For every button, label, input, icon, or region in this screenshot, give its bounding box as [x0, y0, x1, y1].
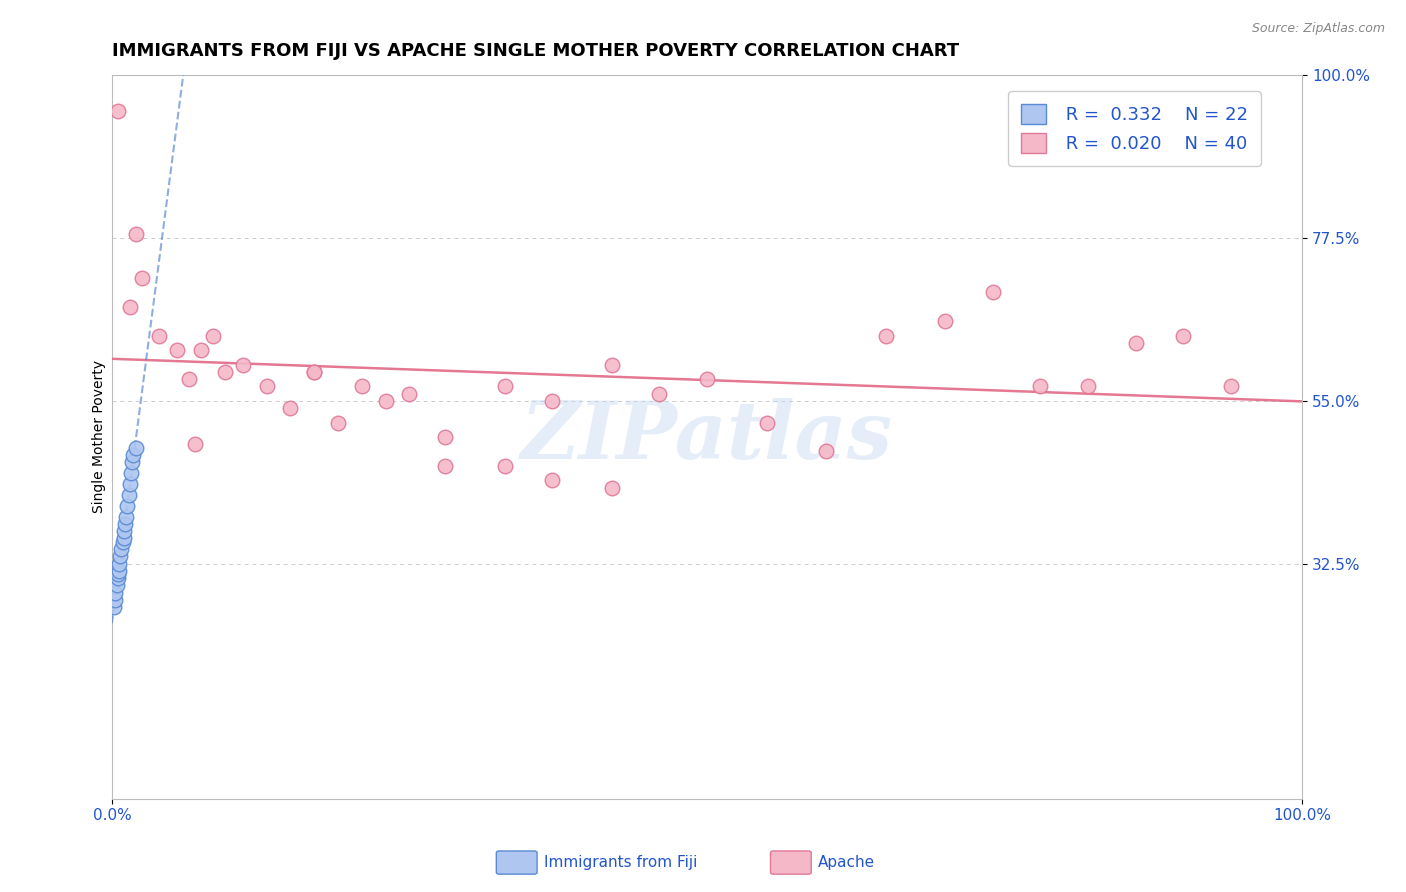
Text: Apache: Apache — [818, 855, 876, 870]
Point — [256, 379, 278, 393]
Point — [121, 455, 143, 469]
Legend:  R =  0.332    N = 22,  R =  0.020    N = 40: R = 0.332 N = 22, R = 0.020 N = 40 — [1008, 92, 1261, 166]
Point — [103, 600, 125, 615]
Point — [815, 444, 838, 458]
Point — [118, 300, 141, 314]
Point — [184, 437, 207, 451]
Point — [110, 542, 132, 557]
Point — [981, 285, 1004, 300]
Text: IMMIGRANTS FROM FIJI VS APACHE SINGLE MOTHER POVERTY CORRELATION CHART: IMMIGRANTS FROM FIJI VS APACHE SINGLE MO… — [112, 42, 959, 60]
Point — [434, 458, 457, 473]
Point — [600, 481, 623, 495]
Point — [107, 571, 129, 585]
Point — [104, 585, 127, 599]
Point — [326, 416, 349, 430]
Y-axis label: Single Mother Poverty: Single Mother Poverty — [93, 360, 107, 514]
Point — [190, 343, 212, 358]
Text: Source: ZipAtlas.com: Source: ZipAtlas.com — [1251, 22, 1385, 36]
Point — [934, 314, 956, 328]
Point — [115, 509, 138, 524]
Point — [232, 358, 254, 372]
Point — [1125, 335, 1147, 350]
Point — [122, 448, 145, 462]
Point — [117, 499, 139, 513]
Point — [1029, 379, 1052, 393]
Point — [494, 379, 516, 393]
Point — [108, 564, 131, 578]
Point — [125, 441, 148, 455]
Point — [108, 557, 131, 571]
Point — [131, 270, 153, 285]
Point — [302, 365, 325, 379]
Point — [110, 549, 132, 564]
Point — [125, 227, 148, 242]
Point — [118, 477, 141, 491]
Point — [696, 372, 718, 386]
Point — [120, 466, 142, 480]
Point — [755, 416, 778, 430]
Point — [104, 592, 127, 607]
Point — [434, 430, 457, 444]
Point — [541, 393, 564, 408]
Point — [374, 393, 396, 408]
Point — [280, 401, 302, 415]
Point — [114, 516, 136, 531]
Point — [202, 328, 225, 343]
Point — [398, 386, 420, 401]
Point — [494, 458, 516, 473]
Point — [112, 531, 135, 545]
Text: Immigrants from Fiji: Immigrants from Fiji — [544, 855, 697, 870]
Point — [179, 372, 201, 386]
Point — [1219, 379, 1241, 393]
Point — [302, 365, 325, 379]
Point — [600, 358, 623, 372]
Point — [148, 328, 170, 343]
Point — [112, 524, 135, 538]
Point — [117, 488, 139, 502]
Point — [105, 578, 128, 592]
Point — [107, 104, 129, 119]
Point — [350, 379, 373, 393]
Point — [1173, 328, 1195, 343]
Point — [111, 535, 134, 549]
Point — [648, 386, 671, 401]
Point — [166, 343, 188, 358]
Point — [541, 474, 564, 488]
Point — [875, 328, 897, 343]
Point — [107, 567, 129, 582]
Point — [1077, 379, 1099, 393]
Text: ZIPatlas: ZIPatlas — [522, 398, 893, 475]
Point — [214, 365, 236, 379]
